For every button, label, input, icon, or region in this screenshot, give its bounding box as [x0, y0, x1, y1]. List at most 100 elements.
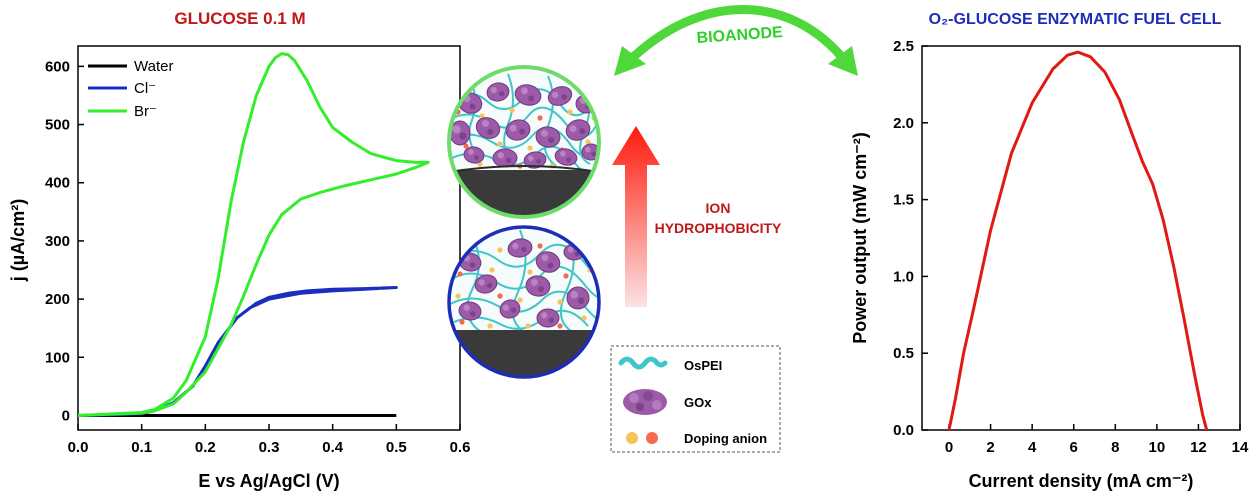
cv-y-tick-label: 0	[62, 407, 70, 424]
fc-plot-frame	[921, 45, 1241, 431]
electrode-bottom	[449, 330, 599, 377]
cv-chart: GLUCOSE 0.1 M 0.0 0.1 0.2 0.3 0.4 0.5 0.6 0 100…	[8, 9, 470, 491]
doping-anion-dots-bottom	[455, 243, 593, 329]
doping-anion-dot	[489, 267, 495, 273]
fc-series-group	[947, 50, 1209, 431]
cv-chart-title: GLUCOSE 0.1 M	[174, 9, 305, 28]
doping-anion-dot	[585, 139, 591, 145]
doping-anion-dot	[557, 299, 563, 305]
gox-particle	[581, 143, 599, 161]
cv-y-tick-label: 200	[45, 291, 70, 308]
fc-x-tick-label: 8	[1111, 439, 1119, 456]
doping-anion-dot	[509, 107, 515, 113]
fc-y-tick-label: 2.5	[893, 38, 914, 55]
doping-anion-dot	[527, 145, 533, 151]
gox-particles-top	[449, 82, 599, 169]
doping-anion-icon-orange	[646, 432, 658, 444]
legend-label-water: Water	[134, 58, 173, 75]
bioanode-label: BIOANODE	[696, 24, 784, 47]
diagram-legend: OsPEI GOx Doping anion	[610, 345, 781, 453]
fc-chart-title: O₂-GLUCOSE ENZYMATIC FUEL CELL	[929, 11, 1222, 28]
fc-x-tick-label: 0	[945, 439, 953, 456]
legend-label-doping-anion: Doping anion	[684, 431, 767, 446]
doping-anion-dot	[497, 293, 503, 299]
gox-particle	[565, 119, 591, 141]
ion-hydrophobicity-arrow-icon	[612, 126, 660, 307]
fc-y-tick-label: 0.0	[893, 422, 914, 439]
gox-icon	[623, 389, 667, 415]
doping-anion-dot	[537, 243, 543, 249]
cv-x-tick-label: 0.2	[195, 439, 216, 456]
doping-anion-icon-yellow	[626, 432, 638, 444]
doping-anion-dot	[567, 109, 573, 115]
cv-x-tick-label: 0.3	[259, 439, 280, 456]
cv-y-axis-label: j (µA/cm²)	[8, 199, 28, 282]
doping-anion-dot	[463, 143, 469, 149]
gox-particle	[474, 274, 498, 294]
fc-y-tick-label: 2.0	[893, 115, 914, 132]
gox-particle	[499, 299, 521, 319]
fc-y-ticks: 0.0 0.5 1.0 1.5 2.0 2.5	[893, 38, 928, 439]
fc-y-tick-label: 0.5	[893, 345, 914, 362]
fc-x-tick-label: 14	[1232, 439, 1249, 456]
gox-particle	[547, 86, 573, 106]
fuel-cell-chart: O₂-GLUCOSE ENZYMATIC FUEL CELL 0 2 4 6 8 10 12…	[850, 11, 1249, 491]
bioanode-diagram: BIOANODE ION HYDROPHOBICITY	[447, 5, 858, 453]
fc-x-tick-label: 10	[1149, 439, 1166, 456]
cv-y-tick-label: 300	[45, 233, 70, 250]
doping-anion-dot	[497, 141, 503, 147]
cv-x-axis-label: E vs Ag/AgCl (V)	[198, 471, 339, 491]
gox-particle	[492, 148, 518, 168]
cv-x-tick-label: 0.6	[450, 439, 471, 456]
cv-y-tick-label: 600	[45, 58, 70, 75]
gox-particle	[486, 82, 510, 102]
osPEI-icon	[618, 356, 668, 370]
doping-anion-dot	[527, 269, 533, 275]
doping-anion-dot	[497, 247, 503, 253]
ion-label-line2: HYDROPHOBICITY	[655, 220, 782, 236]
gox-particle	[505, 119, 531, 141]
cv-y-tick-label: 500	[45, 117, 70, 134]
fc-y-axis-label: Power output (mW cm⁻²)	[850, 132, 870, 343]
legend-label-bromide: Br⁻	[134, 103, 157, 120]
gox-particle	[525, 275, 551, 297]
fc-y-tick-label: 1.5	[893, 192, 914, 209]
electrode-top	[449, 170, 599, 217]
doping-anion-dot	[459, 319, 465, 325]
fc-x-axis-label: Current density (mA cm⁻²)	[969, 471, 1194, 491]
gox-particle	[523, 151, 547, 169]
bioanode-arrowhead-right-icon	[828, 46, 858, 76]
gox-particle	[535, 126, 561, 148]
cv-y-tick-label: 100	[45, 349, 70, 366]
cv-y-tick-label: 400	[45, 175, 70, 192]
doping-anion-dot	[525, 323, 531, 329]
cv-x-tick-label: 0.5	[386, 439, 407, 456]
fc-x-tick-label: 4	[1028, 439, 1037, 456]
fc-x-tick-label: 2	[986, 439, 994, 456]
gox-particle	[566, 286, 590, 310]
cv-x-ticks: 0.0 0.1 0.2 0.3 0.4 0.5 0.6	[68, 424, 471, 456]
fc-y-tick-label: 1.0	[893, 268, 914, 285]
chloride-film-circle	[447, 225, 601, 379]
doping-anion-dot	[563, 273, 569, 279]
doping-anion-dot	[557, 323, 563, 329]
gox-particle	[536, 308, 560, 328]
cv-x-tick-label: 0.0	[68, 439, 89, 456]
cv-legend: Water Cl⁻ Br⁻	[88, 58, 173, 120]
gox-particle	[463, 146, 485, 164]
bioanode-curved-arrow	[623, 5, 851, 67]
gox-particle	[449, 120, 471, 146]
doping-anion-dot	[487, 323, 493, 329]
gox-particle	[535, 251, 561, 273]
fc-x-tick-label: 6	[1070, 439, 1078, 456]
cv-series-group	[77, 52, 430, 417]
doping-anion-dot	[517, 297, 523, 303]
gox-particle	[507, 238, 533, 258]
doping-anion-dot	[581, 315, 587, 321]
fc-x-ticks: 0 2 4 6 8 10 12 14	[945, 424, 1249, 456]
bromide-film-circle	[447, 65, 601, 219]
gox-particle	[514, 84, 542, 106]
cv-series-line-2	[77, 52, 430, 417]
legend-label-ospei: OsPEI	[684, 358, 722, 373]
